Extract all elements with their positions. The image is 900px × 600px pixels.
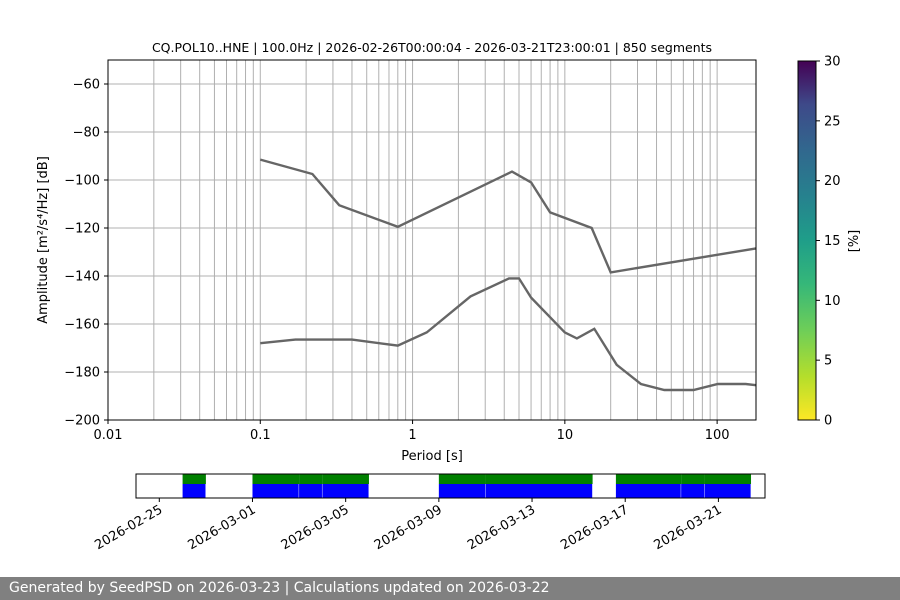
colorbar-tick-label: 15 [824,234,841,249]
x-tick-label: 10 [557,428,574,443]
availability-data-bar [615,484,682,498]
availability-gap-bar [182,474,206,484]
date-tick-label: 2026-03-05 [279,502,352,553]
y-tick-label: −180 [64,366,100,381]
x-gridlines [107,60,718,420]
footer-text: Generated by SeedPSD on 2026-03-23 | Cal… [9,580,550,596]
date-tick-label: 2026-03-09 [372,502,445,553]
plot-area [108,60,756,420]
x-tick-label: 0.1 [250,428,271,443]
colorbar-tick-label: 20 [824,174,841,189]
colorbar-ticks: 0 5 10 15 20 25 30 [816,55,841,429]
availability-gap-bar [681,474,705,484]
colorbar-gradient [797,60,817,421]
chart-title: CQ.POL10..HNE | 100.0Hz | 2026-02-26T00:… [152,40,712,55]
availability-gap-bar [438,474,486,484]
y-tick-label: −160 [64,318,100,333]
availability-data-bar [299,484,323,498]
y-tick-label: −200 [64,414,100,429]
x-axis-label: Period [s] [401,449,463,464]
availability-gap-bar [615,474,682,484]
x-axis-ticks: 0.01 0.1 1 10 100 [94,420,730,443]
availability-data-bar [322,484,369,498]
date-tick-label: 2026-03-21 [651,502,724,553]
availability-data-bar [438,484,486,498]
colorbar-label: [%] [847,230,862,253]
availability-gap-bar [485,474,593,484]
data-availability-strip: 2026-02-25 2026-03-01 2026-03-05 2026-03-09… [92,473,766,553]
availability-gap-bar [299,474,323,484]
availability-data-bar [182,484,206,498]
availability-gap-bar [322,474,369,484]
high-noise-model-line [259,158,757,274]
y-tick-label: −80 [73,126,100,141]
y-tick-label: −140 [64,270,100,285]
colorbar-tick-label: 0 [824,414,832,429]
footer-bar: Generated by SeedPSD on 2026-03-23 | Cal… [0,577,900,600]
noise-models [259,158,757,392]
availability-data-bar [252,484,300,498]
psd-plot: 0.01 0.1 1 10 100 −200 −180 −160 −140 −120 −100 −8… [36,59,757,464]
colorbar: 0 5 10 15 20 25 30 [%] [797,55,862,429]
date-tick-label: 2026-03-13 [465,502,538,553]
availability-date-ticks: 2026-02-25 2026-03-01 2026-03-05 2026-03-09… [92,498,724,553]
colorbar-tick-label: 5 [824,354,832,369]
availability-data-bar [485,484,593,498]
plot-frame [107,59,757,421]
y-axis-label: Amplitude [m²/s⁴/Hz] [dB] [36,156,51,324]
date-tick-label: 2026-02-25 [92,502,165,553]
availability-gap-bar [704,474,752,484]
availability-bars [182,474,752,498]
availability-data-bar [681,484,705,498]
low-noise-model-line [260,277,757,392]
colorbar-tick-label: 10 [824,294,841,309]
date-tick-label: 2026-03-17 [558,502,631,553]
x-tick-label: 1 [408,428,416,443]
x-tick-label: 100 [705,428,730,443]
colorbar-tick-label: 25 [824,114,841,129]
y-tick-label: −100 [64,174,100,189]
y-tick-label: −60 [73,78,100,93]
availability-data-bar [704,484,752,498]
y-tick-label: −120 [64,222,100,237]
y-axis-ticks: −200 −180 −160 −140 −120 −100 −80 −60 [64,78,108,429]
availability-frame [135,473,766,499]
date-tick-label: 2026-03-01 [186,502,259,553]
colorbar-tick-label: 30 [824,55,841,70]
availability-gap-bar [252,474,300,484]
x-tick-label: 0.01 [94,428,123,443]
